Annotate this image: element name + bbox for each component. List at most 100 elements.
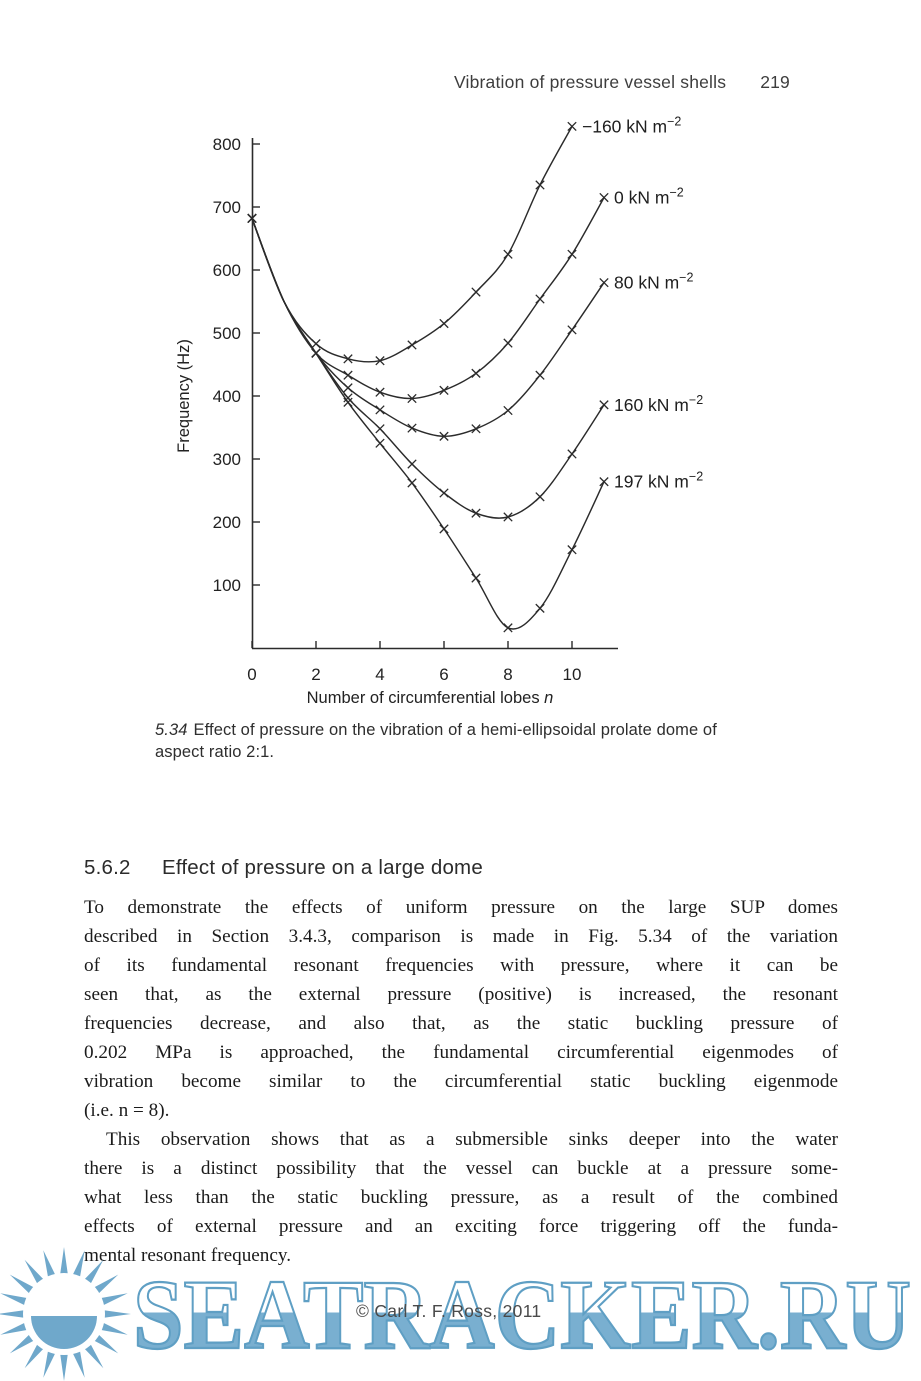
data-point-marker bbox=[503, 338, 513, 348]
data-point-marker bbox=[375, 405, 385, 415]
data-point-marker bbox=[407, 423, 417, 433]
sea-half-disk bbox=[31, 1316, 97, 1349]
figure-chart: 100 200 300 400 500 600 700 800 0 2 4 6 8 10 Frequency… bbox=[175, 114, 703, 707]
data-point-marker bbox=[599, 400, 609, 410]
y-tick-label: 400 bbox=[213, 387, 241, 406]
body-line: described in Section 3.4.3, comparison i… bbox=[84, 926, 838, 947]
curve-2 bbox=[251, 218, 605, 438]
body-line: seen that, as the external pressure (pos… bbox=[84, 984, 838, 1005]
curve-label-2: 80 kN m−2 bbox=[614, 271, 693, 293]
markers-1 bbox=[247, 192, 609, 404]
data-point-marker bbox=[503, 512, 513, 522]
watermark-text: SEATRACKER.RU bbox=[133, 1259, 911, 1370]
data-point-marker bbox=[471, 368, 481, 378]
body-line: vibration become similar to the circumfe… bbox=[84, 1071, 838, 1092]
frequency-vs-lobes-chart: 100 200 300 400 500 600 700 800 0 2 4 6 8 10 Frequency… bbox=[175, 114, 703, 707]
body-line: what less than the static buckling press… bbox=[84, 1187, 838, 1208]
data-point-marker bbox=[343, 397, 353, 407]
data-point-marker bbox=[535, 370, 545, 380]
data-point-marker bbox=[535, 492, 545, 502]
data-point-marker bbox=[407, 478, 417, 488]
data-point-marker bbox=[375, 424, 385, 434]
data-point-marker bbox=[439, 488, 449, 498]
x-tick-label: 10 bbox=[563, 665, 582, 684]
y-tick-label: 800 bbox=[213, 135, 241, 154]
data-point-marker bbox=[247, 213, 257, 223]
figure-caption: 5.34 Effect of pressure on the vibration … bbox=[155, 719, 755, 763]
data-point-marker bbox=[503, 405, 513, 416]
page-number: 219 bbox=[760, 72, 790, 92]
data-point-marker bbox=[439, 318, 449, 329]
sun-logo-icon bbox=[0, 1247, 131, 1381]
data-point-marker bbox=[471, 508, 481, 518]
data-point-marker bbox=[375, 387, 385, 397]
data-point-marker bbox=[503, 623, 513, 633]
data-point-marker bbox=[567, 325, 577, 335]
x-tick-label: 4 bbox=[375, 665, 384, 684]
data-point-marker bbox=[343, 383, 353, 393]
x-tick-label: 6 bbox=[439, 665, 448, 684]
data-point-marker bbox=[567, 449, 577, 459]
x-axis-title: Number of circumferential lobes n bbox=[307, 689, 554, 707]
data-point-marker bbox=[407, 393, 417, 404]
curve-label-4: 197 kN m−2 bbox=[614, 470, 703, 492]
data-point-marker bbox=[567, 121, 577, 132]
data-point-marker bbox=[471, 573, 481, 583]
section-number: 5.6.2 bbox=[84, 856, 131, 879]
y-axis-title: Frequency (Hz) bbox=[175, 339, 193, 453]
data-point-marker bbox=[567, 249, 577, 259]
y-tick-label: 500 bbox=[213, 324, 241, 343]
data-point-marker bbox=[535, 294, 545, 304]
body-line: To demonstrate the effects of uniform pr… bbox=[84, 897, 838, 918]
body-line: effects of external pressure and an exci… bbox=[84, 1216, 838, 1237]
data-point-marker bbox=[375, 356, 385, 366]
y-tick-label: 100 bbox=[213, 576, 241, 595]
y-tick-label: 300 bbox=[213, 450, 241, 469]
data-point-marker bbox=[311, 339, 321, 349]
running-head: Vibration of pressure vessel shells 219 bbox=[454, 72, 790, 93]
figure-caption-number: 5.34 bbox=[155, 721, 188, 739]
body-line: 0.202 MPa is approached, the fundamental… bbox=[84, 1042, 838, 1063]
y-tick-label: 200 bbox=[213, 513, 241, 532]
body-line: This observation shows that as a submers… bbox=[106, 1129, 838, 1150]
watermark: SEATRACKER.RU bbox=[0, 1240, 921, 1381]
body-line: (i.e. n = 8). bbox=[84, 1100, 170, 1121]
markers-0 bbox=[247, 121, 577, 366]
data-point-marker bbox=[311, 348, 321, 358]
markers-4 bbox=[247, 213, 609, 633]
curve-0 bbox=[251, 126, 573, 363]
data-point-marker bbox=[471, 424, 481, 434]
data-point-marker bbox=[439, 385, 449, 395]
data-point-marker bbox=[471, 287, 481, 297]
copyright-line: © Carl T. F. Ross, 2011 bbox=[356, 1301, 542, 1321]
data-point-marker bbox=[503, 249, 513, 259]
body-line: frequencies decrease, and also that, as … bbox=[84, 1013, 838, 1034]
markers-2 bbox=[247, 213, 609, 441]
body-text: To demonstrate the effects of uniform pr… bbox=[84, 893, 838, 1270]
section-title: Effect of pressure on a large dome bbox=[162, 856, 483, 879]
data-point-marker bbox=[599, 192, 609, 203]
curve-label-3: 160 kN m−2 bbox=[614, 393, 703, 415]
section-heading: 5.6.2 Effect of pressure on a large dome bbox=[84, 856, 483, 880]
data-point-marker bbox=[535, 603, 545, 613]
data-point-marker bbox=[343, 370, 353, 380]
watermark-svg: SEATRACKER.RU bbox=[0, 1247, 912, 1381]
curve-label-1: 0 kN m−2 bbox=[614, 186, 684, 208]
data-point-marker bbox=[407, 459, 417, 469]
data-point-marker bbox=[599, 477, 609, 487]
data-point-marker bbox=[535, 180, 545, 190]
data-point-marker bbox=[375, 438, 385, 448]
x-tick-label: 2 bbox=[311, 665, 320, 684]
curve-4 bbox=[251, 218, 605, 630]
data-point-marker bbox=[439, 431, 449, 441]
running-head-title: Vibration of pressure vessel shells bbox=[453, 72, 727, 92]
curve-3 bbox=[251, 218, 605, 519]
curve-label-0: −160 kN m−2 bbox=[582, 114, 681, 136]
data-point-marker bbox=[439, 524, 449, 534]
body-line: there is a distinct possibility that the… bbox=[84, 1158, 838, 1179]
sun-dome bbox=[31, 1279, 97, 1312]
x-tick-label: 0 bbox=[247, 665, 256, 684]
x-tick-label: 8 bbox=[503, 665, 512, 684]
data-point-marker bbox=[343, 354, 353, 364]
